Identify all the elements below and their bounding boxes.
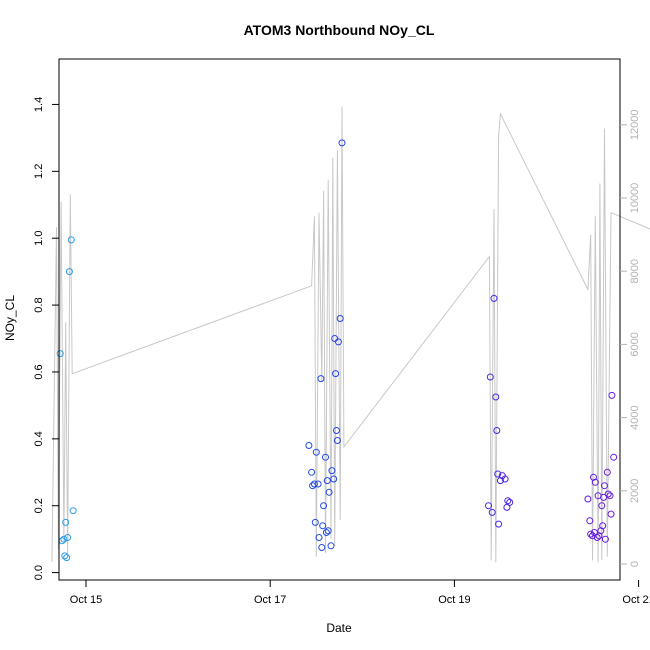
y-tick-label: 1.4 bbox=[33, 97, 45, 112]
data-point bbox=[338, 139, 346, 147]
data-point bbox=[310, 480, 318, 488]
x-tick-label: Oct 17 bbox=[254, 594, 286, 606]
data-point bbox=[64, 534, 72, 541]
data-point bbox=[610, 453, 618, 461]
y-axis: 0.0 0.2 0.4 0.6 0.8 1.0 1.2 1.4 bbox=[33, 97, 59, 580]
y2-tick-label: 6000 bbox=[629, 332, 641, 356]
y2-tick-label: 10000 bbox=[629, 183, 641, 214]
data-point bbox=[308, 468, 316, 476]
data-point bbox=[490, 294, 498, 302]
data-point bbox=[586, 517, 594, 525]
data-point bbox=[334, 338, 342, 346]
data-point bbox=[598, 502, 606, 510]
data-point bbox=[317, 375, 325, 383]
data-point bbox=[495, 520, 503, 528]
data-point bbox=[601, 535, 609, 543]
data-point bbox=[493, 427, 501, 434]
data-point bbox=[311, 518, 319, 526]
data-point bbox=[327, 542, 335, 550]
data-point bbox=[322, 453, 329, 461]
data-point bbox=[587, 530, 595, 538]
y-tick-label: 0.4 bbox=[33, 431, 45, 446]
altitude-line bbox=[51, 106, 650, 563]
data-point bbox=[584, 495, 592, 503]
data-points bbox=[56, 139, 618, 562]
data-point bbox=[591, 478, 599, 486]
y-tick-label: 0.0 bbox=[33, 565, 45, 580]
secondary-y-axis: 0 2000 4000 6000 8000 10000 12000 bbox=[620, 110, 641, 567]
data-point bbox=[486, 373, 494, 381]
data-point bbox=[61, 552, 69, 560]
data-point bbox=[604, 490, 612, 498]
data-point bbox=[328, 467, 336, 475]
data-point bbox=[65, 268, 73, 276]
data-point bbox=[312, 448, 320, 456]
y-axis-label: NOy_CL bbox=[3, 295, 17, 341]
x-tick-label: Oct 15 bbox=[70, 594, 102, 606]
data-point bbox=[333, 427, 340, 434]
data-point bbox=[606, 492, 614, 500]
data-point bbox=[504, 497, 512, 505]
data-point bbox=[319, 522, 327, 530]
data-point bbox=[599, 522, 607, 530]
x-tick-label: Oct 19 bbox=[438, 594, 470, 606]
data-point bbox=[314, 480, 322, 488]
y2-tick-label: 0 bbox=[629, 561, 641, 567]
data-point bbox=[492, 393, 500, 401]
y-tick-label: 0.2 bbox=[33, 498, 45, 513]
data-point bbox=[608, 391, 616, 399]
data-point bbox=[320, 502, 328, 510]
data-point bbox=[325, 488, 333, 496]
data-point bbox=[322, 529, 330, 536]
chart-title: ATOM3 Northbound NOy_CL bbox=[244, 22, 435, 38]
data-point bbox=[603, 468, 611, 476]
data-point bbox=[601, 482, 608, 490]
y2-tick-label: 8000 bbox=[629, 259, 641, 283]
data-point bbox=[333, 437, 341, 444]
data-point bbox=[323, 477, 331, 485]
y-tick-label: 0.6 bbox=[33, 364, 45, 379]
y-tick-label: 0.8 bbox=[33, 297, 45, 312]
data-point bbox=[324, 527, 332, 535]
data-point bbox=[62, 518, 70, 526]
data-point bbox=[318, 544, 326, 551]
data-point bbox=[56, 350, 64, 358]
data-point bbox=[330, 475, 338, 483]
data-point bbox=[600, 493, 608, 501]
data-point bbox=[336, 315, 344, 322]
y-tick-label: 1.2 bbox=[33, 164, 45, 179]
y2-tick-label: 2000 bbox=[629, 479, 641, 503]
data-point bbox=[67, 236, 75, 244]
data-point bbox=[506, 498, 514, 506]
y2-tick-label: 12000 bbox=[629, 110, 641, 141]
data-point bbox=[63, 554, 71, 562]
altitude-trace bbox=[51, 106, 650, 563]
data-point bbox=[607, 510, 615, 518]
data-point bbox=[593, 534, 601, 541]
y-tick-label: 1.0 bbox=[33, 231, 45, 246]
data-point bbox=[315, 534, 323, 541]
x-axis-label: Date bbox=[326, 621, 352, 635]
data-point bbox=[69, 507, 77, 515]
data-point bbox=[332, 370, 340, 378]
x-tick-label: Oct 21 bbox=[622, 594, 650, 606]
data-point bbox=[501, 475, 509, 483]
data-point bbox=[60, 535, 68, 543]
data-point bbox=[488, 508, 496, 516]
data-point bbox=[494, 470, 502, 478]
data-point bbox=[331, 335, 339, 342]
y2-tick-label: 4000 bbox=[629, 405, 641, 429]
plot-frame bbox=[58, 58, 621, 581]
data-point bbox=[305, 442, 313, 449]
data-point bbox=[485, 502, 492, 510]
